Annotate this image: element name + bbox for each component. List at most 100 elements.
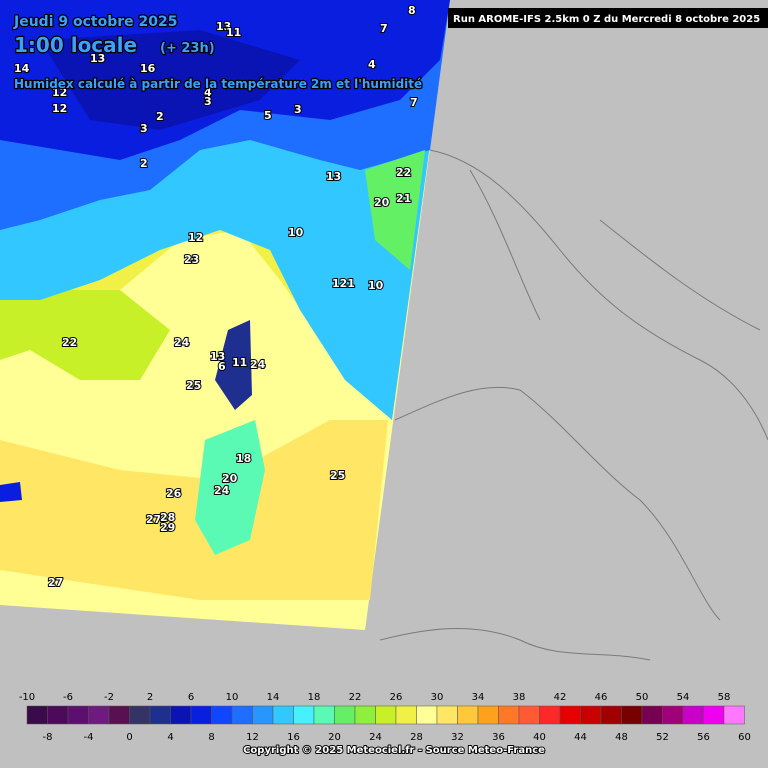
- legend-swatch: [436, 705, 458, 725]
- map-value-label: 3: [204, 95, 212, 108]
- map-value-label: 13: [326, 170, 341, 183]
- map-value-label: 22: [62, 336, 77, 349]
- map-value-label: 27: [146, 513, 161, 526]
- map-value-label: 13: [210, 350, 225, 363]
- legend-tick-label: 50: [636, 692, 649, 703]
- legend-tick-label: 22: [349, 692, 362, 703]
- map-value-label: 7: [380, 22, 388, 35]
- legend-tick-label: 16: [287, 732, 300, 743]
- legend-swatch: [723, 705, 745, 725]
- map-value-label: 24: [250, 358, 266, 371]
- copyright: Copyright © 2025 Meteociel.fr - Source M…: [243, 745, 545, 756]
- legend-tick-label: 26: [390, 692, 403, 703]
- coastlines: [379, 149, 768, 661]
- map-value-label: 20: [374, 196, 390, 209]
- map-value-label: 121: [332, 277, 355, 290]
- map-value-label: 12: [52, 102, 67, 115]
- legend-swatch: [88, 705, 110, 725]
- map-value-label: 25: [330, 469, 345, 482]
- map-value-label: 2: [140, 157, 148, 170]
- legend-swatch: [682, 705, 704, 725]
- map-value-label: 20: [222, 472, 238, 485]
- map-value-label: 6: [218, 360, 226, 373]
- legend-swatch: [293, 705, 315, 725]
- legend-tick-label: 4: [167, 732, 173, 743]
- map-value-label: 4: [368, 58, 376, 71]
- legend-tick-label: 48: [615, 732, 628, 743]
- map-value-label: 11: [232, 356, 247, 369]
- legend-tick-label: 32: [451, 732, 464, 743]
- run-info: Run AROME-IFS 2.5km 0 Z du Mercredi 8 oc…: [453, 14, 760, 25]
- legend-swatch: [498, 705, 520, 725]
- map-value-label: 14: [14, 62, 30, 75]
- humidex-field: [0, 0, 450, 630]
- map-value-label: 10: [368, 279, 384, 292]
- legend-swatch: [211, 705, 233, 725]
- legend-swatch: [129, 705, 151, 725]
- map-value-label: 8: [408, 4, 416, 17]
- map-value-label: 2: [156, 110, 164, 123]
- legend-swatch: [149, 705, 171, 725]
- legend-tick-label: 36: [492, 732, 505, 743]
- legend-swatch: [703, 705, 725, 725]
- legend-swatch: [354, 705, 376, 725]
- legend-tick-label: 6: [188, 692, 194, 703]
- legend-tick-label: 8: [208, 732, 214, 743]
- legend-swatch: [539, 705, 561, 725]
- map-value-label: 11: [226, 26, 241, 39]
- legend-swatch: [580, 705, 602, 725]
- legend-swatch: [313, 705, 335, 725]
- legend-tick-label: 18: [308, 692, 321, 703]
- map-value-label: 13: [90, 52, 105, 65]
- map-value-label: 3: [140, 122, 148, 135]
- legend-tick-label: 20: [328, 732, 341, 743]
- legend-tick-label: 56: [697, 732, 710, 743]
- map-value-label: 12: [52, 86, 67, 99]
- legend-tick-label: 10: [226, 692, 239, 703]
- legend-tick-label: 14: [267, 692, 280, 703]
- legend-swatch: [457, 705, 479, 725]
- map-value-label: 24: [174, 336, 190, 349]
- legend-swatch: [641, 705, 663, 725]
- legend-tick-label: -4: [84, 732, 94, 743]
- legend-swatch: [190, 705, 212, 725]
- legend-tick-label: 44: [574, 732, 587, 743]
- map-value-label: 22: [396, 166, 411, 179]
- run-banner: [448, 8, 768, 28]
- map-value-label: 24: [214, 484, 230, 497]
- map-value-label: 7: [410, 96, 418, 109]
- legend-swatch: [47, 705, 69, 725]
- map-value-label: 5: [264, 109, 272, 122]
- map-value-label: 27: [48, 576, 63, 589]
- legend-swatch: [395, 705, 417, 725]
- legend-swatch: [170, 705, 192, 725]
- map-value-label: 4: [204, 86, 212, 99]
- legend-tick-label: 52: [656, 732, 669, 743]
- legend-tick-label: 28: [410, 732, 423, 743]
- map-value-label: 16: [140, 62, 156, 75]
- legend-tick-label: 60: [738, 732, 751, 743]
- legend-tick-label: 38: [513, 692, 526, 703]
- map-value-label: 26: [166, 487, 182, 500]
- legend-swatch: [375, 705, 397, 725]
- legend-tick-label: 42: [554, 692, 567, 703]
- map-value-label: 25: [186, 379, 201, 392]
- map-value-label: 3: [294, 103, 302, 116]
- legend-tick-label: -10: [19, 692, 35, 703]
- map-value-label: 28: [160, 511, 175, 524]
- legend-swatch: [477, 705, 499, 725]
- legend-tick-label: 0: [126, 732, 132, 743]
- map-value-label: 13: [216, 20, 231, 33]
- legend-tick-label: 12: [246, 732, 259, 743]
- legend-swatch: [559, 705, 581, 725]
- legend-tick-label: -8: [43, 732, 53, 743]
- legend-swatch: [272, 705, 294, 725]
- legend-swatch: [108, 705, 130, 725]
- legend-swatch: [252, 705, 274, 725]
- legend-swatch: [67, 705, 89, 725]
- map-value-label: 10: [288, 226, 304, 239]
- map-value-label: 18: [236, 452, 251, 465]
- legend-swatch: [231, 705, 253, 725]
